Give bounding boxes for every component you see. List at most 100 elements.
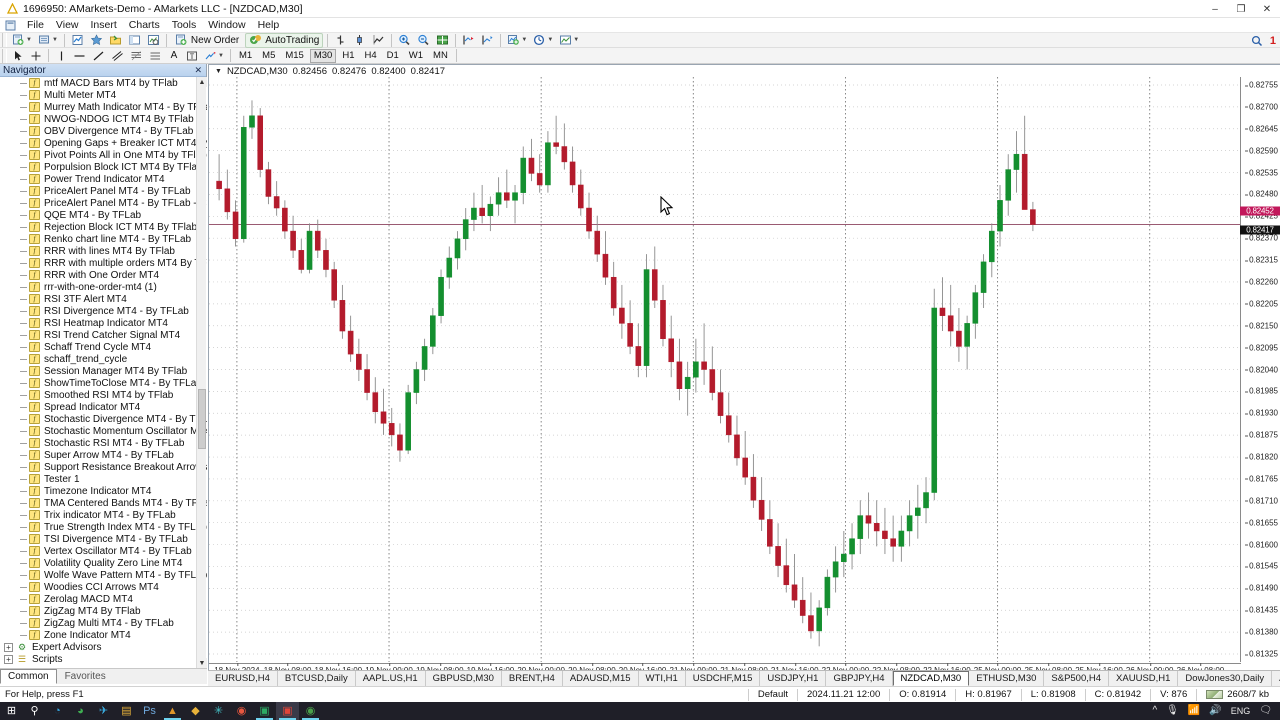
navigator-indicator-item[interactable]: f NWOG-NDOG ICT MT4 By TFlab	[0, 113, 207, 125]
chart-tab[interactable]: DowJones30,Daily	[1178, 671, 1273, 686]
candlestick-plot[interactable]	[209, 77, 1241, 662]
navigator-indicator-item[interactable]: f RRR with multiple orders MT4 By TFlab	[0, 257, 207, 269]
menu-charts[interactable]: Charts	[128, 19, 160, 31]
connection-indicator[interactable]: 1	[1269, 35, 1276, 47]
action-center-icon[interactable]: 🗨	[1259, 705, 1272, 716]
navigator-indicator-list[interactable]: f mtf MACD Bars MT4 by TFlab f Multi Meter …	[0, 77, 207, 668]
navigator-tab-favorites[interactable]: Favorites	[64, 671, 106, 682]
menu-window[interactable]: Window	[208, 19, 246, 31]
earth-taskbar[interactable]: ◕	[69, 702, 92, 720]
chart-window[interactable]: ▼ NZDCAD,M30 0.82456 0.82476 0.82400 0.8…	[208, 64, 1280, 684]
templates-button[interactable]: ▼	[557, 33, 581, 48]
navigator-indicator-item[interactable]: f Murrey Math Indicator MT4 - By TFLab	[0, 101, 207, 113]
navigator-indicator-item[interactable]: f Porpulsion Block ICT MT4 By TFlab	[0, 161, 207, 173]
navigator-indicator-item[interactable]: f Renko chart line MT4 - By TFLab	[0, 233, 207, 245]
tray-language[interactable]: ENG	[1230, 706, 1251, 716]
wifi-icon[interactable]: 📶	[1187, 705, 1201, 716]
navigator-tab-common[interactable]: Common	[0, 669, 57, 684]
navigator-indicator-item[interactable]: f ZigZag Multi MT4 - By TFLab	[0, 617, 207, 629]
arrows-icon[interactable]: ▼	[202, 48, 226, 63]
navigator-indicator-item[interactable]: f Tester 1	[0, 473, 207, 485]
vertical-line-icon[interactable]	[53, 48, 69, 63]
chart-tab[interactable]: GBPUSD,M30	[426, 671, 502, 686]
chart-tab[interactable]: WTI,H1	[639, 671, 686, 686]
strategy-tester-button[interactable]	[145, 33, 162, 48]
navigator-indicator-item[interactable]: f Stochastic Divergence MT4 - By TFLab	[0, 413, 207, 425]
profiles-button[interactable]: ▼	[36, 33, 60, 48]
close-button[interactable]: ✕	[1262, 3, 1272, 15]
excel-taskbar[interactable]: ▣	[253, 702, 276, 720]
navigator-indicator-item[interactable]: f RSI Divergence MT4 - By TFLab	[0, 305, 207, 317]
navigator-indicator-item[interactable]: f Vertex Oscillator MT4 - By TFLab	[0, 545, 207, 557]
maximize-button[interactable]: ❐	[1236, 3, 1246, 15]
chart-tab[interactable]: EURUSD,H4	[208, 671, 278, 686]
toolbar-grip[interactable]	[2, 33, 7, 47]
timeframe-h4[interactable]: H4	[364, 50, 377, 61]
timeframe-m15[interactable]: M15	[285, 50, 304, 61]
navigator-indicator-item[interactable]: f Zerolag MACD MT4	[0, 593, 207, 605]
horizontal-line-icon[interactable]	[71, 48, 88, 63]
fibonacci-icon[interactable]	[128, 48, 145, 63]
chart-tab[interactable]: AUDNZD,M15	[1272, 671, 1280, 686]
navigator-indicator-item[interactable]: f True Strength Index MT4 - By TFLab	[0, 521, 207, 533]
chevron-up-icon[interactable]: ▲	[197, 77, 207, 87]
navigator-indicator-item[interactable]: f rrr-with-one-order-mt4 (1)	[0, 281, 207, 293]
navigator-indicator-item[interactable]: f Pivot Points All in One MT4 by TFlab	[0, 149, 207, 161]
fibonacci-expansion-icon[interactable]	[147, 48, 164, 63]
navigator-indicator-item[interactable]: f ZigZag MT4 By TFlab	[0, 605, 207, 617]
chart-tab[interactable]: AAPL.US,H1	[356, 671, 426, 686]
timeframe-mn[interactable]: MN	[433, 50, 448, 61]
chart-tab[interactable]: ADAUSD,M15	[563, 671, 639, 686]
navigator-indicator-item[interactable]: f RSI 3TF Alert MT4	[0, 293, 207, 305]
market-watch-button[interactable]	[69, 33, 86, 48]
chart-tab[interactable]: USDCHF,M15	[686, 671, 761, 686]
navigator-indicator-item[interactable]: f Opening Gaps + Breaker ICT MT4 By TFlab	[0, 137, 207, 149]
navigator-folder-icon[interactable]	[107, 33, 124, 48]
navigator-indicator-item[interactable]: f PriceAlert Panel MT4 - By TFLab	[0, 185, 207, 197]
navigator-indicator-item[interactable]: f Session Manager MT4 By TFlab	[0, 365, 207, 377]
navigator-indicator-item[interactable]: f QQE MT4 - By TFLab	[0, 209, 207, 221]
telegram-taskbar[interactable]: ✈	[92, 702, 115, 720]
mt4-taskbar[interactable]: ▲	[161, 702, 184, 720]
chart-tab[interactable]: XAUUSD,H1	[1109, 671, 1179, 686]
triangle-down-icon[interactable]: ▼	[215, 67, 222, 75]
indicators-button[interactable]: ▼	[505, 33, 529, 48]
periods-button[interactable]: ▼	[531, 33, 555, 48]
new-order-button[interactable]: New Order	[171, 33, 243, 48]
navigator-indicator-item[interactable]: f RSI Trend Catcher Signal MT4	[0, 329, 207, 341]
timeframe-m5[interactable]: M5	[262, 50, 276, 61]
expand-plus-icon[interactable]: +	[4, 654, 13, 664]
timeframe-m1[interactable]: M1	[238, 50, 253, 61]
crosshair-icon[interactable]	[28, 48, 44, 63]
text-label-icon[interactable]: T	[184, 48, 200, 63]
minimize-button[interactable]: –	[1212, 3, 1218, 15]
autotrading-button[interactable]: AutoTrading	[245, 32, 324, 48]
navigator-indicator-item[interactable]: f RSI Heatmap Indicator MT4	[0, 317, 207, 329]
chart-tab[interactable]: S&P500,H4	[1044, 671, 1110, 686]
expand-plus-icon[interactable]: +	[4, 642, 13, 652]
menu-help[interactable]: Help	[257, 19, 280, 31]
line-chart-button[interactable]	[370, 33, 387, 48]
menu-insert[interactable]: Insert	[90, 19, 117, 31]
navigator-indicator-item[interactable]: f TMA Centered Bands MT4 - By TFLab	[0, 497, 207, 509]
close-icon[interactable]: ✕	[194, 64, 202, 75]
navigator-indicator-item[interactable]: f mtf MACD Bars MT4 by TFlab	[0, 77, 207, 89]
navigator-indicator-item[interactable]: f Support Resistance Breakout Arrows MT4	[0, 461, 207, 473]
navigator-indicator-item[interactable]: f Spread Indicator MT4	[0, 401, 207, 413]
menu-file[interactable]: File	[27, 19, 44, 31]
search-taskbar[interactable]: ⚲	[23, 702, 46, 720]
bar-chart-button[interactable]	[332, 33, 349, 48]
navigator-indicator-item[interactable]: f Wolfe Wave Pattern MT4 - By TFLab	[0, 569, 207, 581]
chart-tab[interactable]: ETHUSD,M30	[969, 671, 1045, 686]
navigator-indicator-item[interactable]: f RRR with One Order MT4	[0, 269, 207, 281]
price-scale[interactable]: 0.82755 0.82700 0.82645 0.82590 0.82535 0.824…	[1240, 77, 1280, 662]
navigator-indicator-item[interactable]: f Volatility Quality Zero Line MT4	[0, 557, 207, 569]
navigator-indicator-item[interactable]: f schaff_trend_cycle	[0, 353, 207, 365]
status-traffic[interactable]: 2608/7 kb	[1196, 688, 1278, 701]
toolbar-grip[interactable]	[2, 48, 7, 63]
zoom-in-button[interactable]	[396, 33, 413, 48]
start-button[interactable]: ⊞	[0, 702, 23, 720]
zoom-out-button[interactable]	[415, 33, 432, 48]
new-chart-button[interactable]: ▼	[10, 33, 34, 48]
chevron-down-icon[interactable]: ▼	[197, 658, 207, 668]
